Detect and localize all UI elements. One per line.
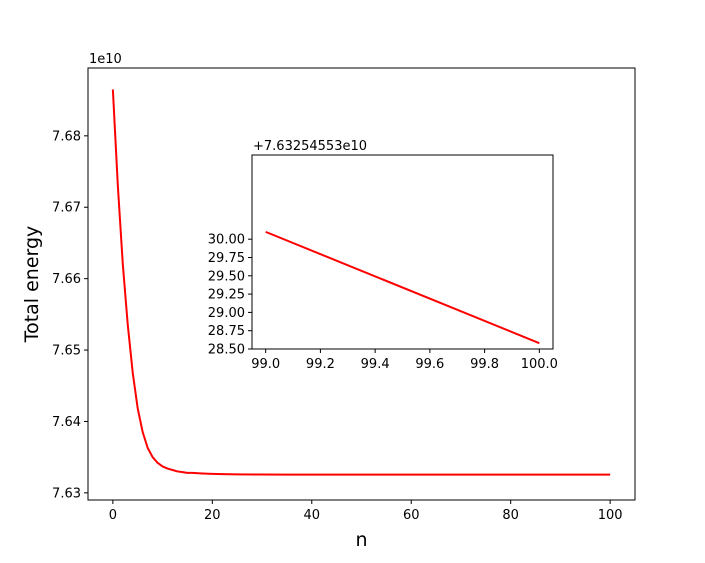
main-y-tick-label: 7.67	[52, 201, 81, 216]
main-x-tick-label: 0	[109, 508, 117, 523]
inset-x-tick-label: 99.8	[470, 357, 499, 372]
main-x-tick-label: 100	[598, 508, 623, 523]
main-y-axis-label: Total energy	[21, 226, 43, 344]
inset-plot-frame	[251, 154, 554, 350]
main-y-tick-label: 7.64	[52, 415, 81, 430]
inset-x-ticks: 99.0 99.2 99.4 99.6 99.8 100.0	[251, 349, 558, 372]
inset-data-line	[265, 230, 540, 345]
main-y-offset-text: 1e10	[89, 52, 122, 67]
main-y-tick-label: 7.66	[52, 272, 81, 287]
inset-y-tick-label: 29.75	[208, 251, 245, 266]
inset-y-tick-label: 30.00	[208, 233, 245, 248]
main-x-tick-label: 20	[204, 508, 221, 523]
main-data-line	[111, 89, 611, 476]
inset-x-tick-label: 99.0	[251, 357, 280, 372]
inset-x-tick-label: 99.6	[415, 357, 444, 372]
inset-y-tick-label: 28.50	[208, 343, 245, 358]
main-x-tick-label: 80	[502, 508, 519, 523]
main-series	[111, 89, 611, 476]
main-x-axis-label: n	[355, 529, 367, 551]
inset-y-tick-label: 29.25	[208, 288, 245, 303]
main-y-tick-label: 7.63	[52, 486, 81, 501]
inset-axes: 99.0 99.2 99.4 99.6 99.8 100.0 28.50 28.75 29.0…	[208, 139, 558, 372]
main-x-ticks: 0 20 40 60 80 100	[109, 500, 623, 523]
inset-y-tick-label: 29.50	[208, 269, 245, 284]
inset-y-tick-label: 28.75	[208, 324, 245, 339]
main-x-tick-label: 60	[403, 508, 420, 523]
inset-y-tick-label: 29.00	[208, 306, 245, 321]
inset-x-tick-label: 99.2	[306, 357, 335, 372]
inset-y-ticks: 28.50 28.75 29.00 29.25 29.50 29.75 30.00	[208, 233, 252, 358]
inset-x-tick-label: 99.4	[361, 357, 390, 372]
main-y-tick-label: 7.65	[52, 344, 81, 359]
inset-x-tick-label: 100.0	[521, 357, 558, 372]
main-y-ticks: 7.63 7.64 7.65 7.66 7.67 7.68	[52, 129, 88, 501]
inset-y-offset-text: +7.63254553e10	[253, 139, 367, 154]
main-y-tick-label: 7.68	[52, 129, 81, 144]
main-x-tick-label: 40	[303, 508, 320, 523]
inset-series	[265, 230, 540, 345]
